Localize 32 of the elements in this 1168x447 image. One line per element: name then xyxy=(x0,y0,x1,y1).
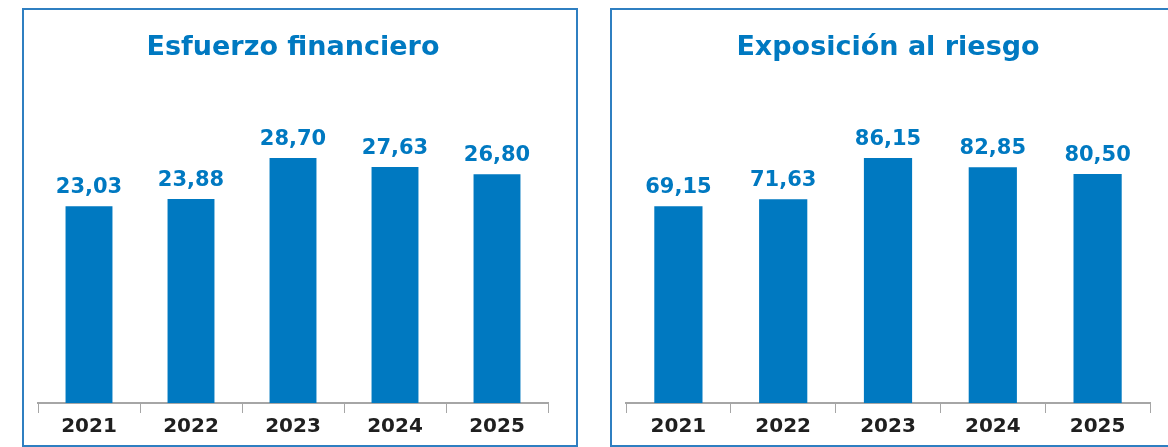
bar xyxy=(269,157,317,403)
x-tick-label: 2025 xyxy=(1069,413,1126,438)
data-label: 80,50 xyxy=(1064,141,1131,166)
bar xyxy=(759,199,808,403)
bar xyxy=(654,206,703,403)
bar xyxy=(968,167,1017,403)
bar xyxy=(863,157,913,403)
data-label: 26,80 xyxy=(463,142,531,167)
bar xyxy=(65,206,113,403)
data-label: 27,63 xyxy=(361,135,429,160)
bar xyxy=(473,174,521,403)
chart-title: Exposición al riesgo xyxy=(736,30,1040,62)
bar xyxy=(371,167,419,403)
x-tick-label: 2024 xyxy=(964,413,1021,438)
x-tick-label: 2023 xyxy=(860,413,916,438)
data-label: 69,15 xyxy=(645,174,712,199)
x-tick-label: 2023 xyxy=(265,413,321,438)
bar xyxy=(1073,174,1122,403)
x-tick-label: 2021 xyxy=(61,413,117,438)
x-tick-label: 2024 xyxy=(367,413,423,438)
x-tick-label: 2025 xyxy=(469,413,525,438)
x-tick-label: 2022 xyxy=(755,413,812,438)
x-tick-label: 2021 xyxy=(650,413,707,438)
bar xyxy=(167,199,215,403)
chart-title: Esfuerzo financiero xyxy=(146,30,440,62)
data-label: 86,15 xyxy=(854,125,922,150)
data-label: 71,63 xyxy=(749,167,817,192)
data-label: 82,85 xyxy=(959,135,1027,160)
data-label: 23,03 xyxy=(55,174,123,199)
data-label: 28,70 xyxy=(259,125,327,150)
data-label: 23,88 xyxy=(157,167,225,192)
x-tick-label: 2022 xyxy=(163,413,219,438)
